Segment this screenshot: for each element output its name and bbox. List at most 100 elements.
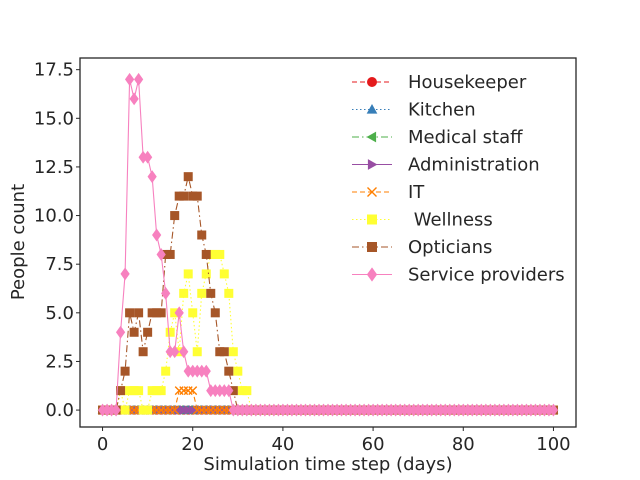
- y-tick-label: 7.5: [45, 254, 74, 275]
- data-point: [170, 405, 180, 415]
- y-axis-label: People count: [8, 184, 29, 300]
- legend-item: Service providers: [352, 265, 565, 286]
- legend-label: IT: [408, 182, 425, 203]
- data-point: [224, 384, 234, 398]
- data-point: [233, 366, 243, 376]
- legend-marker: [366, 131, 377, 143]
- y-tick-label: 17.5: [34, 60, 74, 81]
- legend-marker: [367, 77, 377, 87]
- data-point: [161, 366, 171, 376]
- data-point: [165, 327, 175, 337]
- data-point: [197, 230, 207, 240]
- data-point: [161, 286, 171, 300]
- legend-marker: [367, 242, 377, 252]
- plot-frame: [79, 57, 577, 428]
- data-point: [206, 288, 216, 298]
- data-point: [179, 345, 189, 359]
- legend-label: Kitchen: [408, 100, 476, 121]
- data-point: [179, 191, 189, 201]
- data-point: [120, 366, 130, 376]
- legend-label: Medical staff: [408, 127, 523, 148]
- data-point: [116, 386, 126, 396]
- data-point: [197, 288, 207, 298]
- data-point: [129, 327, 139, 337]
- legend-marker: [367, 187, 377, 197]
- legend: Housekeeper Kitchen Medical staff Administr…: [352, 72, 565, 286]
- data-point: [219, 347, 229, 357]
- data-point: [174, 306, 184, 320]
- data-point: [548, 403, 559, 417]
- data-point: [219, 269, 229, 279]
- data-point: [188, 386, 198, 396]
- data-point: [125, 308, 135, 318]
- data-point: [183, 172, 193, 182]
- data-point: [111, 403, 121, 417]
- data-point: [143, 150, 153, 164]
- data-point: [156, 248, 166, 261]
- legend-marker: [366, 267, 378, 282]
- data-point: [210, 308, 220, 318]
- x-tick-label: 20: [181, 434, 204, 455]
- data-point: [179, 288, 189, 298]
- x-tick-label: 60: [362, 434, 385, 455]
- data-point: [201, 269, 211, 279]
- y-tick-label: 15.0: [34, 108, 74, 129]
- data-point: [224, 288, 234, 298]
- data-point: [120, 405, 130, 415]
- data-point: [138, 347, 148, 357]
- data-point: [143, 327, 153, 337]
- x-axis: 0 20 40 60 80 100: [97, 427, 571, 455]
- y-tick-label: 0.0: [45, 400, 74, 421]
- y-tick-label: 12.5: [34, 157, 74, 178]
- data-point: [156, 386, 166, 396]
- legend-label: Opticians: [408, 237, 492, 258]
- data-point: [156, 308, 166, 318]
- data-point: [124, 72, 135, 86]
- data-point: [189, 405, 198, 415]
- data-point: [120, 267, 130, 281]
- legend-item: Housekeeper: [352, 72, 527, 93]
- legend-marker: [366, 103, 378, 114]
- data-point: [242, 386, 252, 396]
- x-axis-label: Simulation time step (days): [203, 454, 452, 475]
- legend-item: Administration: [352, 155, 540, 176]
- data-point: [134, 386, 144, 396]
- legend-item: Wellness: [352, 210, 493, 231]
- data-point: [115, 325, 126, 339]
- y-axis: 0.0 2.5 5.0 7.5 10.0 12.5 15.0 17.5: [34, 60, 80, 421]
- data-point: [129, 92, 139, 106]
- series-service-providers: [97, 72, 559, 417]
- data-point: [188, 308, 198, 318]
- legend-marker: [367, 159, 378, 170]
- legend-label: Administration: [408, 155, 540, 176]
- data-point: [184, 405, 194, 415]
- legend-item: Medical staff: [352, 127, 523, 148]
- data-point: [224, 366, 234, 376]
- data-point: [175, 405, 185, 415]
- legend-label: Wellness: [408, 210, 493, 231]
- y-tick-label: 5.0: [45, 303, 74, 324]
- data-point: [201, 364, 211, 378]
- data-point: [174, 386, 184, 396]
- data-point: [165, 249, 175, 259]
- data-point: [143, 405, 153, 415]
- legend-marker: [367, 214, 377, 225]
- data-point: [152, 228, 162, 242]
- x-tick-label: 0: [97, 434, 108, 455]
- x-tick-label: 80: [452, 434, 475, 455]
- data-point: [201, 249, 211, 259]
- data-point: [134, 72, 144, 86]
- data-point: [170, 211, 180, 221]
- data-point: [180, 405, 189, 415]
- data-point: [170, 345, 180, 359]
- data-point: [228, 347, 238, 357]
- legend-item: Kitchen: [352, 100, 476, 121]
- legend-label: Housekeeper: [408, 72, 527, 93]
- legend-item: Opticians: [352, 237, 492, 258]
- data-point: [215, 249, 225, 259]
- y-tick-label: 10.0: [34, 206, 74, 227]
- legend-label: Service providers: [408, 265, 565, 286]
- data-point: [192, 191, 202, 201]
- data-point: [147, 170, 157, 184]
- x-tick-label: 40: [271, 434, 294, 455]
